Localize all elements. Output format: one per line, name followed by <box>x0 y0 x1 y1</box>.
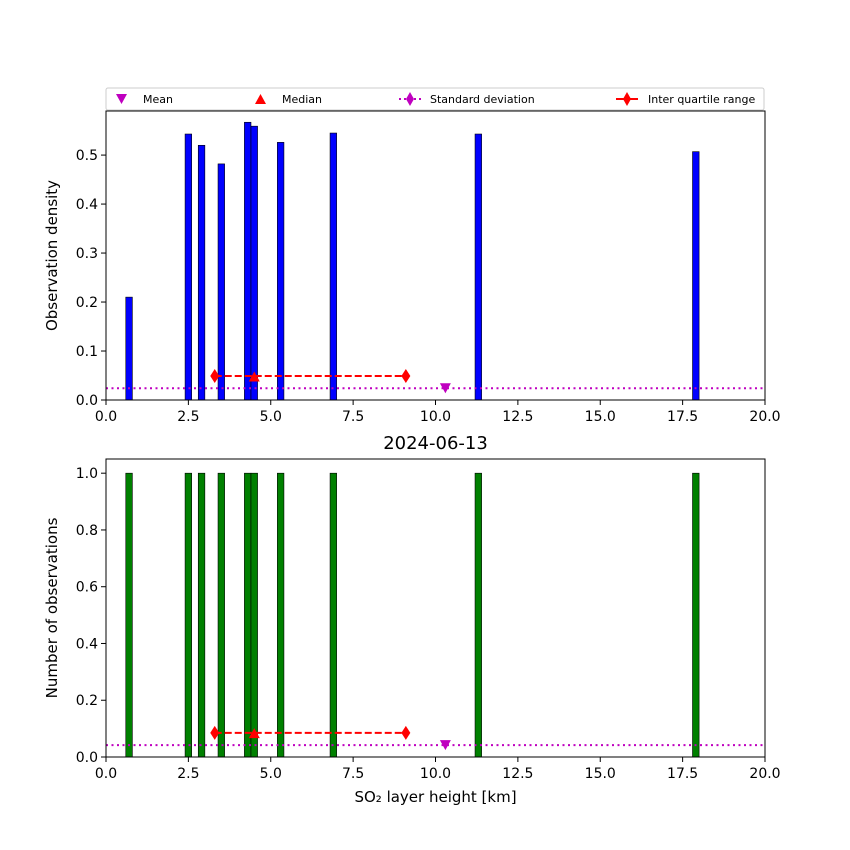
density-y-axis-label: Observation density <box>43 180 61 331</box>
density-y-tick-label: 0.4 <box>76 197 98 213</box>
density-x-tick-label: 5.0 <box>260 409 282 425</box>
density-y-tick-label: 0.1 <box>76 344 98 360</box>
count-bars <box>125 472 700 758</box>
density-bar <box>250 125 258 401</box>
count-x-axis: 0.0 2.5 5.0 7.5 10.0 12.5 15.0 17.5 20.0 <box>95 757 781 782</box>
legend-frame <box>105 87 765 111</box>
density-mean-marker <box>439 383 451 394</box>
density-x-tick-label: 20.0 <box>749 409 780 425</box>
density-x-tick-label: 7.5 <box>342 409 364 425</box>
iqr-marker-icon <box>623 92 631 106</box>
count-x-tick-label: 5.0 <box>260 766 282 782</box>
density-y-axis: 0.0 0.1 0.2 0.3 0.4 0.5 <box>76 148 106 409</box>
legend-label-iqr: Inter quartile range <box>648 93 755 106</box>
count-bar <box>250 472 258 758</box>
legend: Mean Median Standard deviation Inter qua… <box>105 87 765 111</box>
density-bar <box>692 151 700 401</box>
density-x-tick-label: 12.5 <box>502 409 533 425</box>
count-bar <box>244 472 252 758</box>
density-bar <box>277 142 285 401</box>
density-y-tick-label: 0.5 <box>76 148 98 164</box>
count-iqr-q3-marker <box>401 725 411 740</box>
median-marker-icon <box>255 94 266 104</box>
count-y-tick-label: 0.0 <box>76 750 98 766</box>
count-summary-markers <box>106 725 765 751</box>
density-bar <box>217 163 225 401</box>
legend-entry-std: Standard deviation <box>399 92 535 106</box>
density-summary-markers <box>106 368 765 394</box>
mean-marker-icon <box>116 94 127 104</box>
count-bar <box>217 472 225 758</box>
density-iqr-q3-marker <box>401 368 411 383</box>
count-iqr-q1-marker <box>210 725 220 740</box>
density-y-tick-label: 0.0 <box>76 393 98 409</box>
density-x-axis: 0.0 2.5 5.0 7.5 10.0 12.5 15.0 17.5 20.0 <box>95 400 781 425</box>
count-x-axis-label: SO₂ layer height [km] <box>354 788 516 806</box>
legend-label-std: Standard deviation <box>430 93 535 106</box>
density-bars <box>125 121 700 401</box>
density-bar <box>474 133 482 401</box>
density-median-marker <box>248 371 260 382</box>
count-y-axis-label: Number of observations <box>43 517 61 698</box>
count-bar <box>277 472 285 758</box>
legend-entry-iqr: Inter quartile range <box>616 92 755 106</box>
density-bar <box>184 133 192 401</box>
count-y-tick-label: 0.4 <box>76 636 98 652</box>
density-x-tick-label: 15.0 <box>585 409 616 425</box>
count-x-tick-label: 7.5 <box>342 766 364 782</box>
count-bar <box>474 472 482 758</box>
count-x-tick-label: 17.5 <box>667 766 698 782</box>
density-bar <box>125 296 133 401</box>
legend-label-mean: Mean <box>143 93 173 106</box>
density-x-tick-label: 17.5 <box>667 409 698 425</box>
count-x-tick-label: 20.0 <box>749 766 780 782</box>
density-bar <box>244 121 252 401</box>
count-x-tick-label: 15.0 <box>585 766 616 782</box>
density-histogram-panel: 0.0 2.5 5.0 7.5 10.0 12.5 15.0 17.5 20.0 0.00.10… <box>43 110 781 425</box>
count-histogram-panel: 2024-06-13 0.0 2.5 5.0 7.5 10.0 12.5 15.0 17.5 2… <box>43 433 781 806</box>
count-bar <box>329 472 337 758</box>
count-x-tick-label: 2.5 <box>177 766 199 782</box>
count-bar <box>692 472 700 758</box>
count-y-tick-label: 0.2 <box>76 693 98 709</box>
count-y-axis: 0.0 0.2 0.4 0.6 0.8 1.0 <box>76 466 106 766</box>
density-iqr-q1-marker <box>210 368 220 383</box>
count-x-tick-label: 0.0 <box>95 766 117 782</box>
density-y-tick-label: 0.2 <box>76 295 98 311</box>
count-x-tick-label: 12.5 <box>502 766 533 782</box>
density-bar <box>197 144 206 401</box>
count-median-marker <box>248 728 260 739</box>
count-y-tick-label: 0.8 <box>76 523 98 539</box>
density-x-tick-label: 10.0 <box>420 409 451 425</box>
density-y-tick-label: 0.3 <box>76 246 98 262</box>
count-bar <box>125 472 133 758</box>
density-x-tick-label: 0.0 <box>95 409 117 425</box>
legend-label-median: Median <box>282 93 322 106</box>
count-bar <box>184 472 192 758</box>
count-y-tick-label: 1.0 <box>76 466 98 482</box>
density-x-tick-label: 2.5 <box>177 409 199 425</box>
density-bar <box>329 132 337 401</box>
count-mean-marker <box>439 740 451 751</box>
count-chart-title: 2024-06-13 <box>383 433 488 454</box>
count-x-tick-label: 10.0 <box>420 766 451 782</box>
count-y-tick-label: 0.6 <box>76 580 98 596</box>
legend-entry-mean: Mean <box>116 93 173 106</box>
count-bar <box>197 472 206 758</box>
legend-entry-median: Median <box>255 93 322 106</box>
std-marker-icon <box>406 92 414 106</box>
